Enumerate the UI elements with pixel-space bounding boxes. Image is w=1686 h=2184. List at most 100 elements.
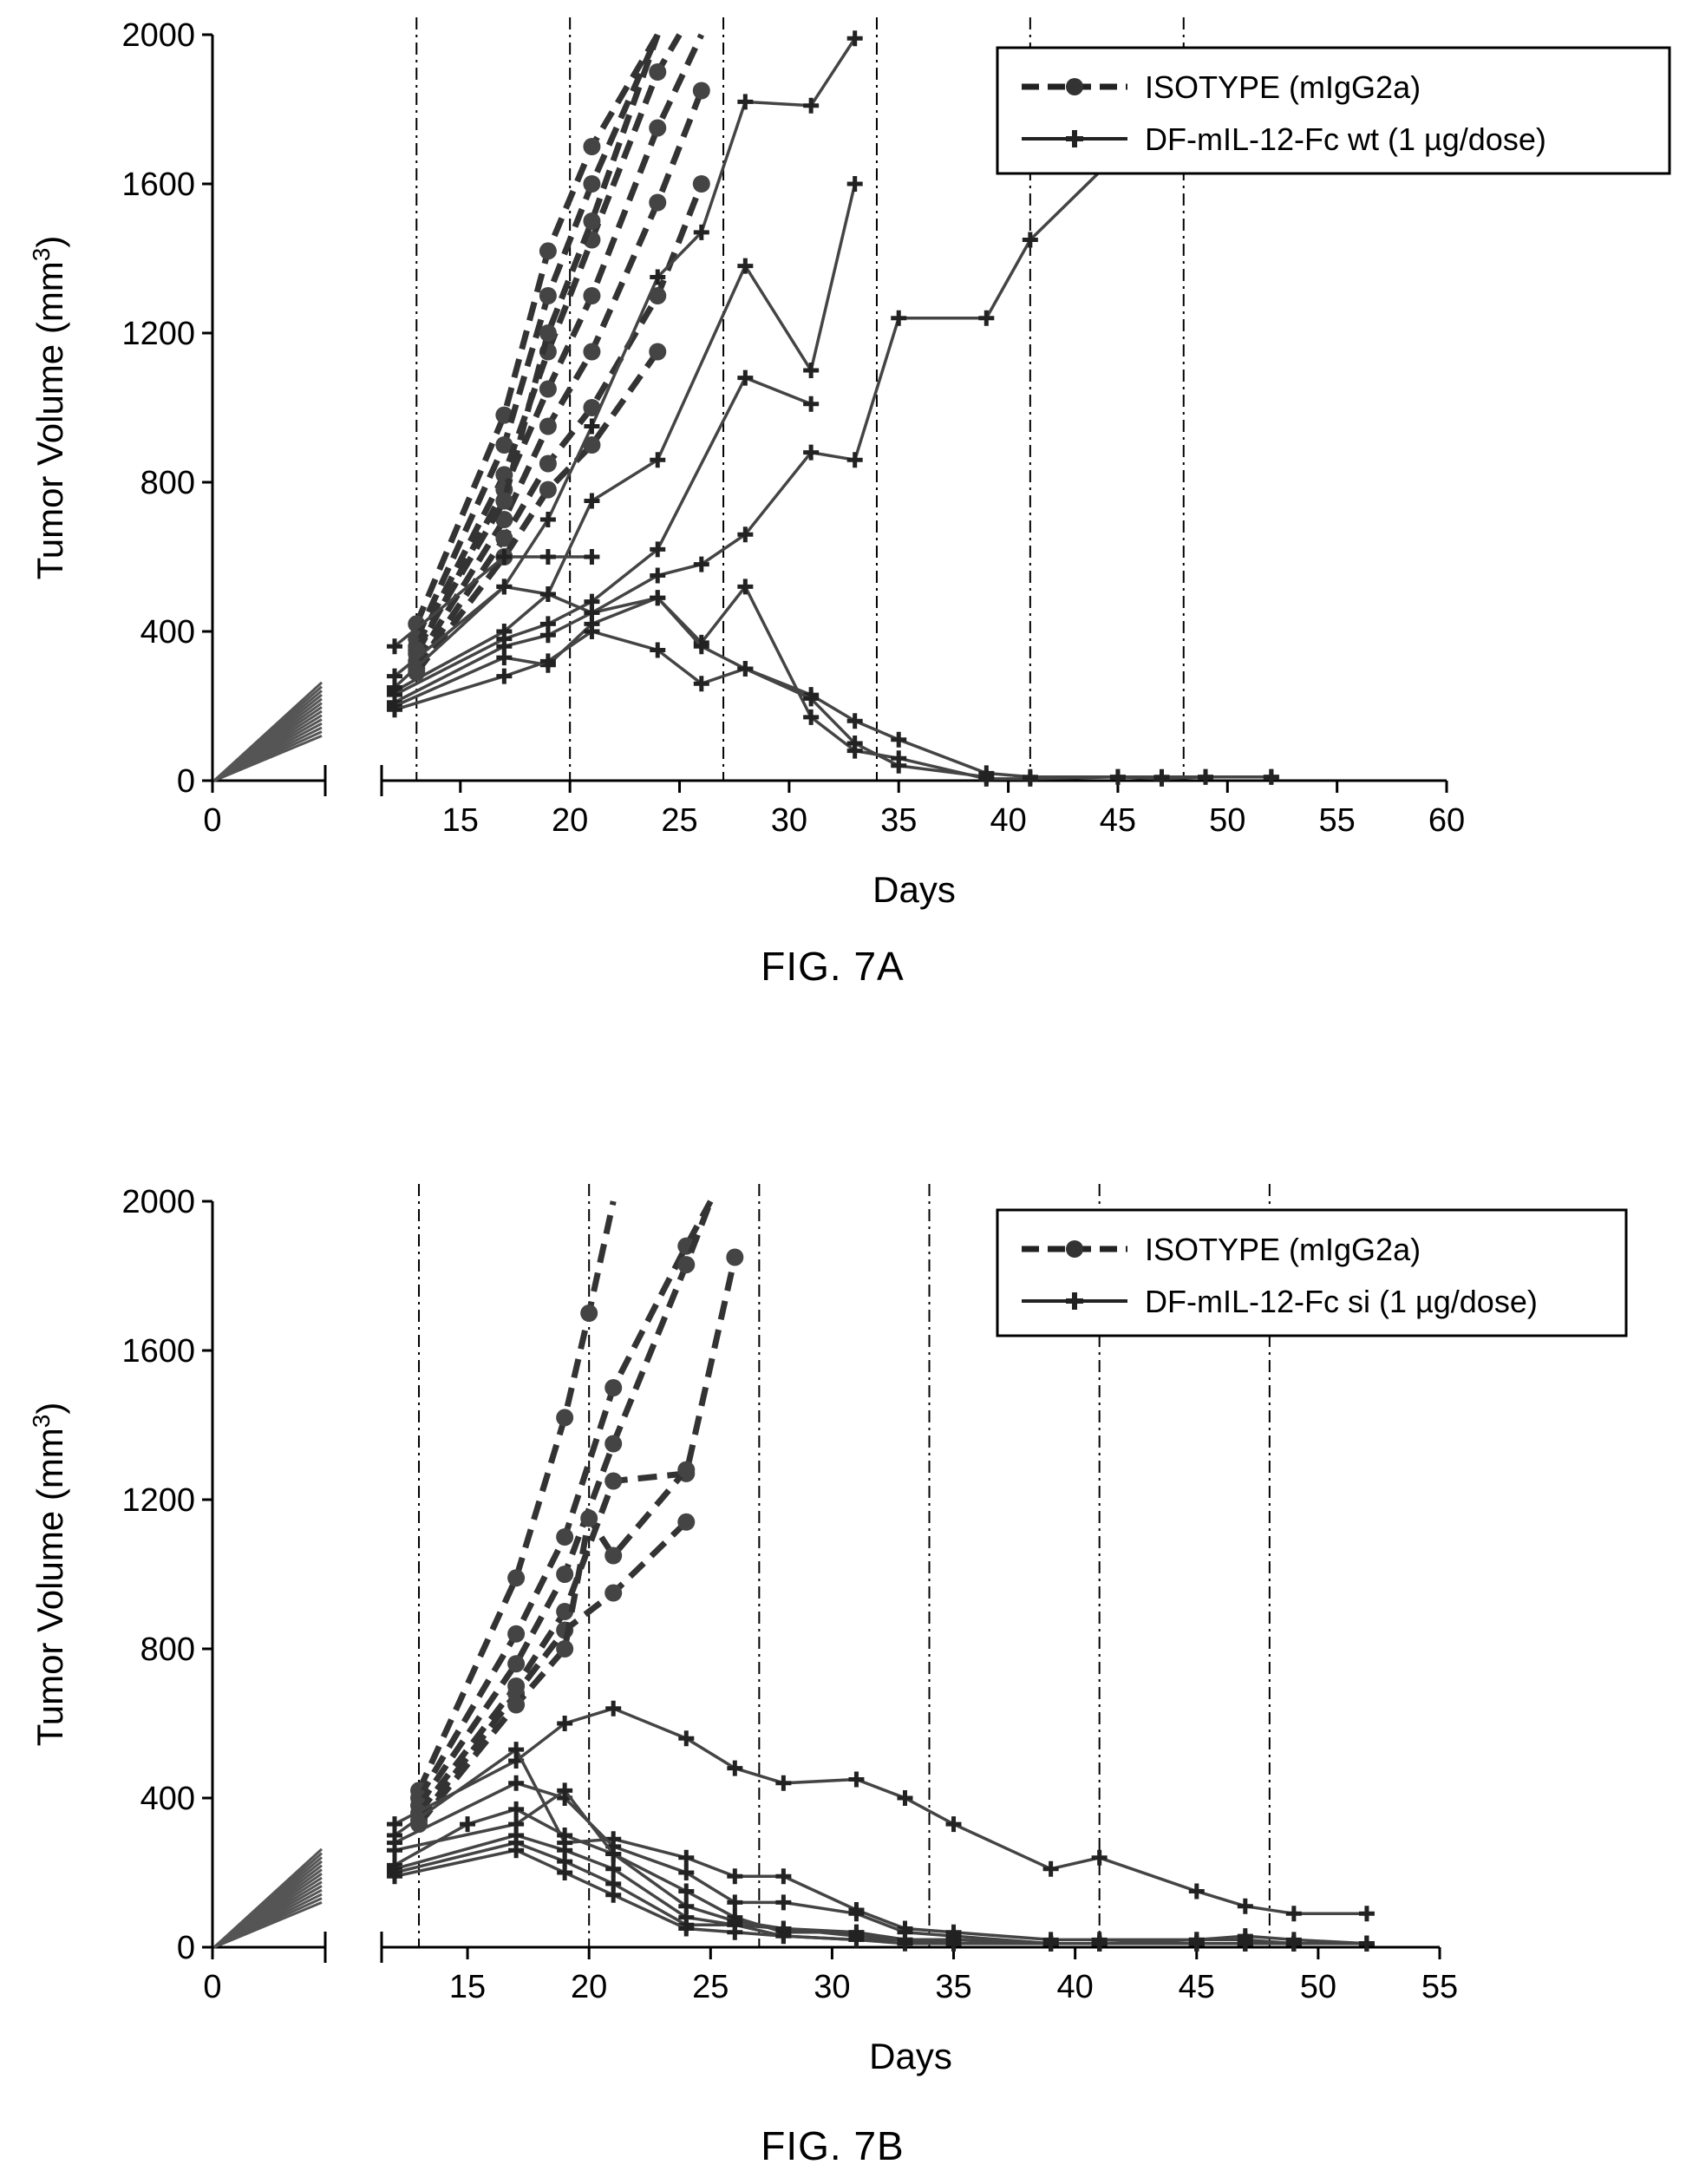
isotype-series-line — [415, 1200, 714, 1800]
figure-caption: FIG. 7A — [761, 944, 904, 989]
treated-data-point — [387, 679, 402, 696]
treated-data-point — [737, 661, 754, 677]
treated-data-point — [1285, 1906, 1302, 1922]
treated-data-point — [775, 1894, 792, 1911]
isotype-data-point — [507, 1625, 526, 1643]
isotype-data-point — [677, 1461, 696, 1479]
treated-data-point — [678, 1865, 695, 1880]
treated-series-line — [394, 183, 857, 693]
treated-data-point — [978, 768, 995, 785]
treated-data-point — [387, 1842, 402, 1859]
treated-series-line — [394, 153, 1120, 704]
y-tick-label: 0 — [177, 1930, 195, 1966]
y-tick-label: 2000 — [121, 17, 195, 54]
isotype-data-point — [583, 399, 601, 416]
treated-data-point — [846, 452, 863, 468]
figure-caption: FIG. 7B — [761, 2123, 904, 2168]
x-tick-label: 50 — [1300, 1969, 1336, 2005]
treated-data-point — [496, 549, 513, 565]
treated-data-point — [557, 1782, 573, 1799]
isotype-data-point — [495, 406, 513, 424]
treated-data-point — [387, 702, 402, 718]
treated-data-point — [897, 1935, 913, 1952]
treated-data-point — [727, 1924, 743, 1940]
x-tick-label: 45 — [1100, 802, 1136, 839]
isotype-data-point — [556, 1640, 574, 1658]
treated-series-line — [393, 555, 592, 648]
treated-data-point — [1091, 1935, 1108, 1952]
isotype-data-point — [583, 213, 601, 230]
treated-data-point — [605, 1886, 622, 1903]
y-tick-label: 400 — [140, 614, 195, 651]
y-tick-label: 2000 — [121, 1184, 195, 1220]
isotype-series-line — [416, 1200, 714, 1808]
isotype-data-point — [604, 1435, 623, 1453]
treated-series-line — [394, 630, 1271, 779]
treated-data-point — [557, 1828, 573, 1843]
legend-label: DF-mIL-12-Fc wt (1 µg/dose) — [1145, 121, 1546, 157]
chart-fig-7b: 0 400 800 1200 1600 2000 0 15 20 25 30 35 40 45 50 55 IS… — [28, 1184, 1628, 2168]
y-tick-label: 1600 — [121, 167, 195, 203]
x-tick-label: 30 — [814, 1969, 850, 2005]
x-tick-label: 50 — [1209, 802, 1245, 839]
legend-marker-cross — [1066, 130, 1083, 147]
treated-data-point — [848, 1906, 865, 1922]
y-tick-label: 400 — [140, 1781, 195, 1817]
treated-data-point — [1237, 1935, 1253, 1952]
treated-data-point — [737, 94, 754, 110]
treated-data-point — [846, 30, 863, 47]
isotype-data-point — [604, 1584, 623, 1602]
treated-data-point — [539, 586, 556, 602]
treated-data-point — [539, 627, 556, 644]
x-tick-label: 35 — [880, 802, 917, 839]
isotype-data-point — [539, 242, 557, 260]
x-tick-label: 15 — [442, 802, 479, 839]
x-tick-label: 25 — [692, 1969, 729, 2005]
isotype-data-point — [539, 324, 557, 342]
treated-data-point — [496, 668, 513, 684]
isotype-series-line — [414, 33, 661, 641]
isotype-data-point — [580, 1305, 598, 1322]
isotype-data-point — [539, 481, 557, 499]
isotype-data-point — [507, 1569, 526, 1587]
treated-data-point — [496, 579, 513, 595]
isotype-data-point — [726, 1248, 744, 1266]
isotype-data-point — [495, 529, 513, 547]
isotype-data-point — [677, 1513, 696, 1531]
treated-data-point — [584, 624, 600, 639]
treated-data-point — [803, 363, 820, 378]
treated-data-point — [1188, 1935, 1205, 1952]
x-tick-label: 0 — [203, 1969, 221, 2005]
treated-data-point — [727, 1894, 743, 1911]
isotype-data-point — [583, 343, 601, 361]
treated-data-point — [387, 1868, 402, 1885]
y-tick-label: 1600 — [121, 1333, 195, 1370]
isotype-data-point — [507, 1655, 526, 1673]
isotype-series-line — [414, 33, 661, 652]
isotype-series-line — [416, 1468, 689, 1827]
x-tick-label: 15 — [449, 1969, 486, 2005]
y-tick-label: 800 — [140, 465, 195, 501]
treated-data-point — [650, 541, 666, 558]
treated-data-point — [891, 757, 907, 774]
treated-data-point — [775, 1928, 792, 1945]
treated-data-point — [1042, 1935, 1059, 1952]
treated-data-point — [775, 1868, 792, 1885]
y-tick-label: 1200 — [121, 316, 195, 352]
treated-data-point — [1358, 1935, 1375, 1952]
treated-data-point — [650, 269, 666, 285]
isotype-data-point — [539, 454, 557, 473]
treated-data-point — [678, 1920, 695, 1937]
isotype-data-point — [649, 287, 667, 304]
legend-box — [996, 1208, 1628, 1337]
treated-data-point — [584, 418, 600, 435]
isotype-data-point — [604, 1472, 623, 1490]
isotype-data-point — [692, 82, 710, 100]
isotype-data-point — [556, 1566, 574, 1583]
isotype-data-point — [604, 1546, 623, 1565]
isotype-series-line — [414, 89, 705, 664]
treated-data-point — [584, 493, 600, 509]
treated-data-point — [539, 653, 556, 670]
isotype-data-point — [583, 175, 601, 193]
treated-series-line — [393, 1747, 1367, 1945]
